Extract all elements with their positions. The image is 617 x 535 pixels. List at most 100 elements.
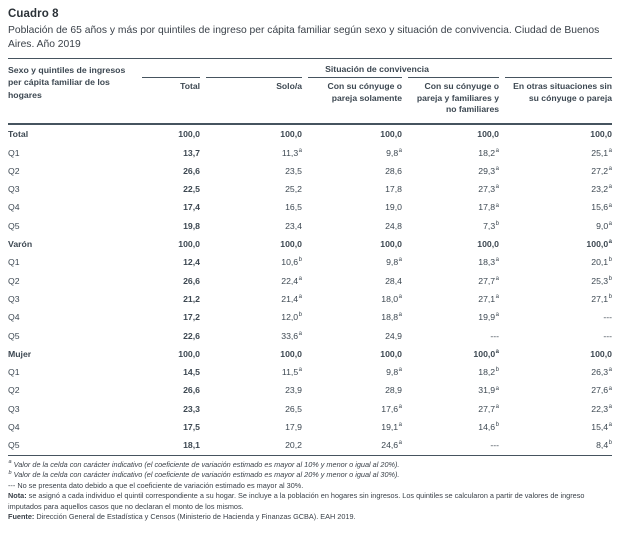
value-cell: 100,0 — [178, 348, 200, 359]
table-row: Q5 19,8 23,4 24,8 7,3b 9,0a — [8, 217, 612, 235]
value-cell: 18,2a — [478, 147, 499, 158]
table-row: Total 100,0 100,0 100,0 100,0 100,0 — [8, 125, 612, 143]
footnote-reference: a — [398, 257, 402, 264]
fuente-label: Fuente: — [8, 512, 35, 522]
footnote-reference: a — [495, 312, 499, 319]
footnote-reference: a — [608, 166, 612, 172]
value-cell: 7,3b — [483, 220, 499, 231]
value-cell: 12,4 — [183, 257, 200, 268]
footnote-reference: a — [398, 147, 402, 154]
value-cell: 18,3a — [478, 257, 499, 268]
document-page: Cuadro 8 Población de 65 años y más por … — [8, 8, 612, 523]
value-cell: 100,0a — [586, 239, 612, 250]
row-label: Q1 — [8, 367, 20, 378]
footnote-reference: a — [298, 275, 302, 282]
value-cell: 9,8a — [386, 257, 402, 268]
table-row: Varón 100,0 100,0 100,0 100,0 100,0a — [8, 235, 612, 253]
footnote-reference: a — [398, 367, 402, 374]
value-cell: 27,6a — [591, 385, 612, 396]
value-cell: 13,7 — [183, 147, 200, 158]
statistics-table: Sexo y quintiles de ingresos per cápita … — [8, 58, 612, 456]
footnote-reference: a — [608, 403, 612, 410]
table-row: Q4 17,2 12,0b 18,8a 19,9a --- — [8, 308, 612, 326]
value-cell: 27,1a — [478, 293, 499, 304]
row-label: Total — [8, 129, 29, 140]
footnote-reference: b — [495, 367, 499, 374]
value-cell: 16,5 — [285, 202, 302, 213]
footnote-reference: a — [298, 367, 302, 374]
footnote-reference: b — [608, 275, 612, 282]
footnote-reference: a — [608, 385, 612, 392]
table-row: Q2 26,6 23,9 28,9 31,9a 27,6a — [8, 381, 612, 399]
row-label: Q5 — [8, 330, 20, 341]
footnote-reference: a — [608, 367, 612, 374]
value-cell: 23,9 — [285, 385, 302, 396]
footnote-reference: a — [398, 403, 402, 410]
table-row: Q1 12,4 10,6b 9,8a 18,3a 20,1b — [8, 253, 612, 271]
value-cell: 33,6a — [281, 330, 302, 341]
footnote-reference: b — [298, 312, 302, 319]
table-row: Mujer 100,0 100,0 100,0 100,0a 100,0 — [8, 345, 612, 363]
footnote-reference: a — [495, 385, 499, 392]
value-cell: 100,0 — [477, 239, 499, 250]
value-cell: 19,1a — [381, 422, 402, 433]
footnote-reference: a — [495, 275, 499, 282]
footnote-reference: a — [495, 257, 499, 264]
footnote-reference: b — [298, 257, 302, 264]
row-label: Q3 — [8, 403, 20, 414]
row-label: Q4 — [8, 312, 20, 323]
value-cell: 17,8 — [385, 184, 402, 195]
group-header: Situación de convivencia — [325, 64, 429, 75]
row-label: Varón — [8, 239, 33, 250]
row-label: Q5 — [8, 220, 20, 231]
table-row: Q3 23,3 26,5 17,6a 27,7a 22,3a — [8, 400, 612, 418]
value-cell: 8,4b — [596, 440, 612, 451]
value-cell: 23,2a — [591, 184, 612, 195]
value-cell: --- — [490, 330, 499, 341]
value-cell: 11,3a — [281, 147, 302, 158]
value-cell: 19,0 — [385, 202, 402, 213]
footnote-reference: a — [495, 294, 499, 301]
value-cell: 9,0a — [596, 220, 612, 231]
value-cell: 26,6 — [183, 165, 200, 176]
footnote-reference: b — [608, 257, 612, 264]
value-cell: 25,2 — [285, 184, 302, 195]
value-cell: 100,0 — [380, 348, 402, 359]
footnote-reference: a — [298, 147, 302, 154]
footnote-reference: a — [608, 147, 612, 154]
footnote-reference: a — [608, 184, 612, 191]
row-label: Mujer — [8, 348, 32, 359]
value-cell: 17,8a — [478, 202, 499, 213]
value-cell: 23,3 — [183, 403, 200, 414]
footnote-reference: a — [495, 166, 499, 172]
footnote-reference: a — [398, 440, 402, 447]
footnote-reference: b — [608, 440, 612, 447]
column-header-otras-situaciones: En otras situaciones sin su cónyuge o pa… — [505, 77, 612, 123]
footnote-a-marker: a — [8, 459, 12, 466]
footnote-reference: a — [495, 403, 499, 410]
footnote-reference: a — [608, 422, 612, 429]
value-cell: 9,8a — [386, 367, 402, 378]
value-cell: 31,9a — [478, 385, 499, 396]
value-cell: 10,6b — [281, 257, 302, 268]
value-cell: 21,4a — [281, 293, 302, 304]
value-cell: 24,9 — [385, 330, 402, 341]
footnotes: a Valor de la celda con carácter indicat… — [8, 459, 608, 523]
table-row: Q4 17,4 16,5 19,0 17,8a 15,6a — [8, 198, 612, 216]
footnote-reference: a — [495, 147, 499, 154]
value-cell: 100,0 — [590, 348, 612, 359]
value-cell: 22,5 — [183, 184, 200, 195]
footnote-reference: a — [298, 294, 302, 301]
row-label: Q3 — [8, 184, 20, 195]
value-cell: 100,0 — [280, 239, 302, 250]
value-cell: 27,2a — [591, 165, 612, 176]
table-row: Q3 22,5 25,2 17,8 27,3a 23,2a — [8, 180, 612, 198]
value-cell: 15,4a — [591, 422, 612, 433]
table-header: Sexo y quintiles de ingresos per cápita … — [8, 58, 612, 126]
value-cell: 28,6 — [385, 165, 402, 176]
value-cell: 29,3a — [478, 165, 499, 176]
table-row: Q2 26,6 23,5 28,6 29,3a 27,2a — [8, 162, 612, 180]
value-cell: 22,6 — [183, 330, 200, 341]
value-cell: 100,0 — [178, 239, 200, 250]
value-cell: 100,0 — [477, 129, 499, 140]
